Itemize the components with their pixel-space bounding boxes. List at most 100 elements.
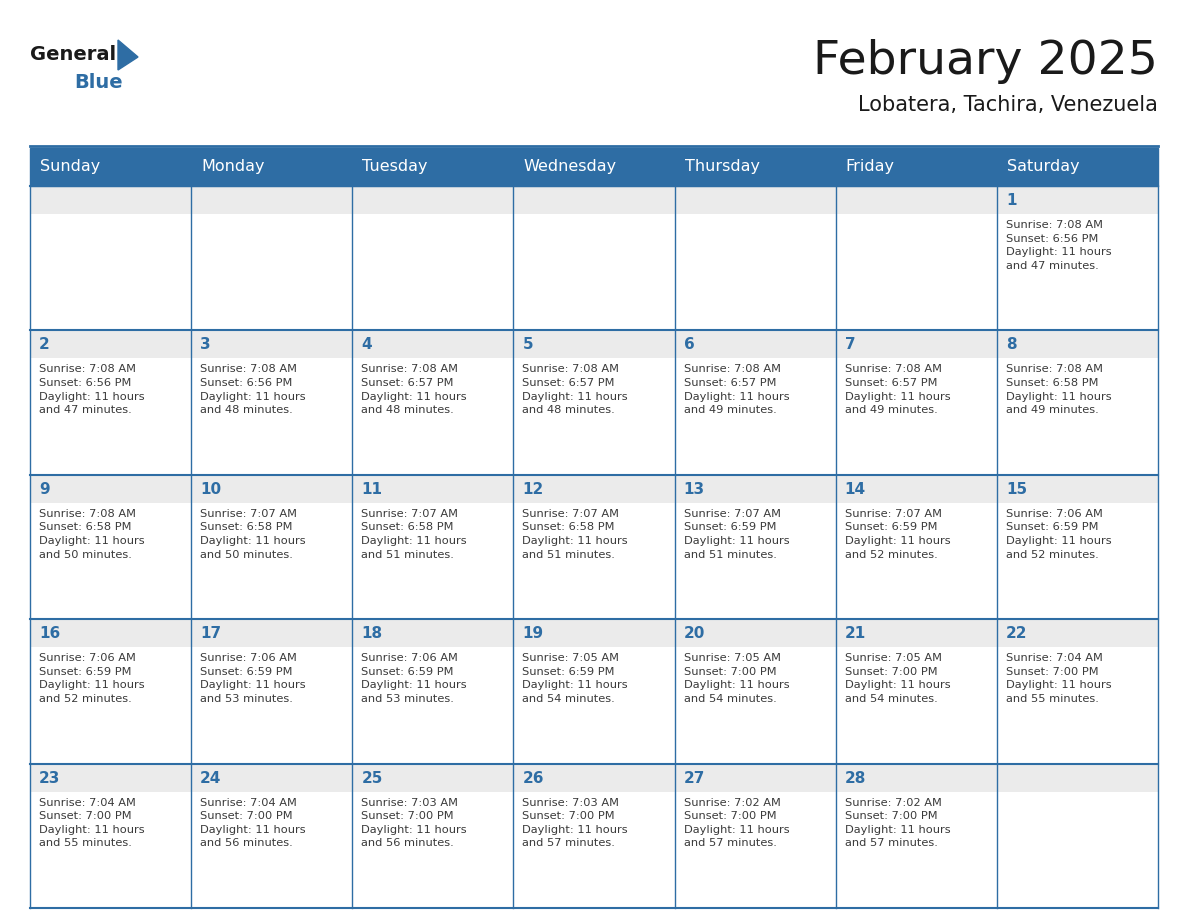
Text: 10: 10 bbox=[200, 482, 221, 497]
Bar bbox=[675, 214, 835, 330]
Text: Sunrise: 7:04 AM
Sunset: 7:00 PM
Daylight: 11 hours
and 55 minutes.: Sunrise: 7:04 AM Sunset: 7:00 PM Dayligh… bbox=[39, 798, 145, 848]
Bar bbox=[30, 647, 191, 764]
Bar bbox=[997, 358, 1158, 475]
Text: 26: 26 bbox=[523, 770, 544, 786]
Text: Sunrise: 7:06 AM
Sunset: 6:59 PM
Daylight: 11 hours
and 53 minutes.: Sunrise: 7:06 AM Sunset: 6:59 PM Dayligh… bbox=[200, 654, 305, 704]
Bar bbox=[835, 764, 997, 791]
Bar bbox=[191, 503, 353, 620]
Bar bbox=[191, 791, 353, 908]
Text: Friday: Friday bbox=[846, 160, 895, 174]
Bar bbox=[353, 214, 513, 330]
Text: 24: 24 bbox=[200, 770, 221, 786]
Bar bbox=[997, 503, 1158, 620]
Text: Sunrise: 7:07 AM
Sunset: 6:58 PM
Daylight: 11 hours
and 50 minutes.: Sunrise: 7:07 AM Sunset: 6:58 PM Dayligh… bbox=[200, 509, 305, 560]
Bar bbox=[191, 764, 353, 791]
Bar bbox=[353, 358, 513, 475]
Bar bbox=[835, 475, 997, 503]
Text: 25: 25 bbox=[361, 770, 383, 786]
Bar bbox=[835, 358, 997, 475]
Bar bbox=[675, 475, 835, 503]
Bar bbox=[353, 647, 513, 764]
Bar bbox=[675, 330, 835, 358]
Text: Sunrise: 7:03 AM
Sunset: 7:00 PM
Daylight: 11 hours
and 56 minutes.: Sunrise: 7:03 AM Sunset: 7:00 PM Dayligh… bbox=[361, 798, 467, 848]
Text: Sunrise: 7:08 AM
Sunset: 6:56 PM
Daylight: 11 hours
and 48 minutes.: Sunrise: 7:08 AM Sunset: 6:56 PM Dayligh… bbox=[200, 364, 305, 415]
Bar bbox=[835, 503, 997, 620]
Bar bbox=[997, 214, 1158, 330]
Bar bbox=[835, 186, 997, 214]
Text: Sunrise: 7:04 AM
Sunset: 7:00 PM
Daylight: 11 hours
and 56 minutes.: Sunrise: 7:04 AM Sunset: 7:00 PM Dayligh… bbox=[200, 798, 305, 848]
Bar bbox=[675, 620, 835, 647]
Text: 16: 16 bbox=[39, 626, 61, 641]
Bar bbox=[513, 475, 675, 503]
Bar bbox=[353, 330, 513, 358]
Text: Wednesday: Wednesday bbox=[524, 160, 617, 174]
Bar bbox=[675, 503, 835, 620]
Text: Sunrise: 7:02 AM
Sunset: 7:00 PM
Daylight: 11 hours
and 57 minutes.: Sunrise: 7:02 AM Sunset: 7:00 PM Dayligh… bbox=[683, 798, 789, 848]
Text: 14: 14 bbox=[845, 482, 866, 497]
Bar bbox=[191, 620, 353, 647]
Bar bbox=[513, 503, 675, 620]
Bar bbox=[30, 330, 191, 358]
Bar bbox=[191, 475, 353, 503]
Bar bbox=[675, 647, 835, 764]
Text: Sunrise: 7:08 AM
Sunset: 6:56 PM
Daylight: 11 hours
and 47 minutes.: Sunrise: 7:08 AM Sunset: 6:56 PM Dayligh… bbox=[1006, 220, 1112, 271]
Text: February 2025: February 2025 bbox=[813, 39, 1158, 84]
Bar bbox=[513, 647, 675, 764]
Text: 11: 11 bbox=[361, 482, 383, 497]
Bar bbox=[997, 186, 1158, 214]
Text: Sunrise: 7:07 AM
Sunset: 6:59 PM
Daylight: 11 hours
and 52 minutes.: Sunrise: 7:07 AM Sunset: 6:59 PM Dayligh… bbox=[845, 509, 950, 560]
Bar bbox=[30, 764, 191, 791]
Text: Sunrise: 7:07 AM
Sunset: 6:59 PM
Daylight: 11 hours
and 51 minutes.: Sunrise: 7:07 AM Sunset: 6:59 PM Dayligh… bbox=[683, 509, 789, 560]
Text: Sunrise: 7:05 AM
Sunset: 6:59 PM
Daylight: 11 hours
and 54 minutes.: Sunrise: 7:05 AM Sunset: 6:59 PM Dayligh… bbox=[523, 654, 628, 704]
Bar bbox=[997, 475, 1158, 503]
Text: Sunday: Sunday bbox=[40, 160, 100, 174]
Bar bbox=[513, 764, 675, 791]
Text: 18: 18 bbox=[361, 626, 383, 641]
Bar bbox=[513, 620, 675, 647]
Bar bbox=[997, 330, 1158, 358]
Text: 22: 22 bbox=[1006, 626, 1028, 641]
Bar bbox=[835, 620, 997, 647]
Text: 13: 13 bbox=[683, 482, 704, 497]
Bar bbox=[835, 330, 997, 358]
Text: Sunrise: 7:05 AM
Sunset: 7:00 PM
Daylight: 11 hours
and 54 minutes.: Sunrise: 7:05 AM Sunset: 7:00 PM Dayligh… bbox=[683, 654, 789, 704]
Bar bbox=[675, 186, 835, 214]
Text: 28: 28 bbox=[845, 770, 866, 786]
Bar bbox=[513, 358, 675, 475]
Bar bbox=[30, 791, 191, 908]
Bar bbox=[191, 214, 353, 330]
Text: Sunrise: 7:06 AM
Sunset: 6:59 PM
Daylight: 11 hours
and 53 minutes.: Sunrise: 7:06 AM Sunset: 6:59 PM Dayligh… bbox=[361, 654, 467, 704]
Bar bbox=[30, 503, 191, 620]
Text: Sunrise: 7:08 AM
Sunset: 6:56 PM
Daylight: 11 hours
and 47 minutes.: Sunrise: 7:08 AM Sunset: 6:56 PM Dayligh… bbox=[39, 364, 145, 415]
Bar bbox=[353, 764, 513, 791]
Text: 2: 2 bbox=[39, 338, 50, 353]
Text: 3: 3 bbox=[200, 338, 210, 353]
Text: 23: 23 bbox=[39, 770, 61, 786]
Bar bbox=[513, 214, 675, 330]
Text: Sunrise: 7:08 AM
Sunset: 6:57 PM
Daylight: 11 hours
and 48 minutes.: Sunrise: 7:08 AM Sunset: 6:57 PM Dayligh… bbox=[523, 364, 628, 415]
Text: Sunrise: 7:08 AM
Sunset: 6:58 PM
Daylight: 11 hours
and 49 minutes.: Sunrise: 7:08 AM Sunset: 6:58 PM Dayligh… bbox=[1006, 364, 1112, 415]
Bar bbox=[835, 647, 997, 764]
Bar bbox=[353, 620, 513, 647]
Bar bbox=[30, 186, 191, 214]
Text: Sunrise: 7:08 AM
Sunset: 6:57 PM
Daylight: 11 hours
and 48 minutes.: Sunrise: 7:08 AM Sunset: 6:57 PM Dayligh… bbox=[361, 364, 467, 415]
Bar bbox=[191, 358, 353, 475]
Text: 20: 20 bbox=[683, 626, 704, 641]
Bar bbox=[997, 764, 1158, 791]
Bar bbox=[675, 358, 835, 475]
Text: 27: 27 bbox=[683, 770, 704, 786]
Text: Lobatera, Tachira, Venezuela: Lobatera, Tachira, Venezuela bbox=[858, 95, 1158, 115]
Text: Monday: Monday bbox=[201, 160, 265, 174]
Text: Sunrise: 7:07 AM
Sunset: 6:58 PM
Daylight: 11 hours
and 51 minutes.: Sunrise: 7:07 AM Sunset: 6:58 PM Dayligh… bbox=[361, 509, 467, 560]
Bar bbox=[191, 186, 353, 214]
Bar bbox=[835, 791, 997, 908]
Text: 1: 1 bbox=[1006, 193, 1017, 208]
Text: Sunrise: 7:05 AM
Sunset: 7:00 PM
Daylight: 11 hours
and 54 minutes.: Sunrise: 7:05 AM Sunset: 7:00 PM Dayligh… bbox=[845, 654, 950, 704]
Text: 5: 5 bbox=[523, 338, 533, 353]
Text: 8: 8 bbox=[1006, 338, 1017, 353]
Text: 12: 12 bbox=[523, 482, 544, 497]
Bar bbox=[191, 647, 353, 764]
Bar bbox=[30, 475, 191, 503]
Bar bbox=[353, 475, 513, 503]
Bar bbox=[675, 764, 835, 791]
